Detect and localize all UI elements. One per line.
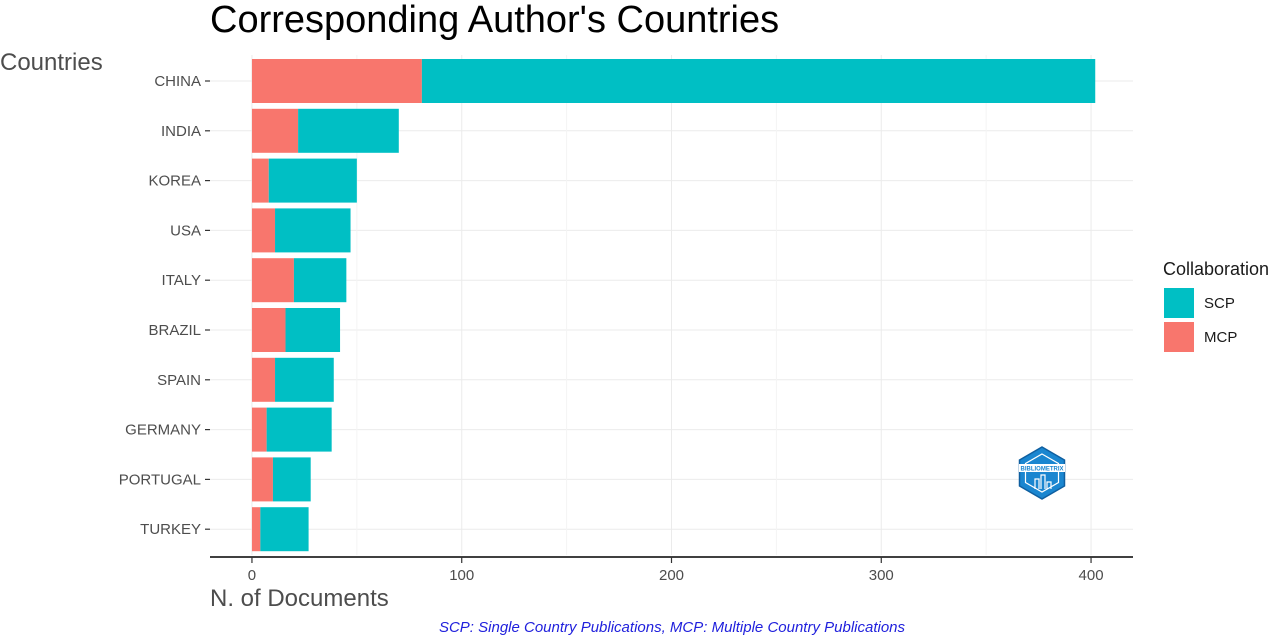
legend-title: Collaboration: [1163, 259, 1269, 279]
y-tick-label: ITALY: [162, 272, 201, 289]
bar-scp-germany: [266, 407, 332, 452]
bar-scp-usa: [275, 208, 351, 253]
bar-scp-brazil: [285, 308, 341, 352]
bar-scp-china: [421, 59, 1096, 103]
y-tick-label: SPAIN: [157, 372, 201, 389]
x-tick-label: 100: [449, 567, 474, 584]
y-tick-label: INDIA: [161, 123, 201, 140]
bar-scp-portugal: [272, 457, 311, 502]
y-axis-label: Countries: [0, 49, 103, 76]
logo-inner-hexagon: [1024, 453, 1060, 493]
logo-text: BIBLIOMETRIX: [1021, 467, 1064, 473]
legend: Collaboration SCP MCP: [1163, 259, 1269, 352]
x-tick-label: 300: [869, 567, 894, 584]
legend-swatch-mcp: [1164, 322, 1194, 352]
y-tick-label: KOREA: [148, 173, 201, 190]
bar-mcp-china: [251, 59, 422, 103]
legend-swatch-scp: [1164, 288, 1194, 318]
bar-mcp-usa: [251, 208, 276, 253]
bar-mcp-india: [251, 108, 299, 153]
bar-mcp-italy: [251, 258, 294, 303]
chart-title: Corresponding Author's Countries: [210, 0, 779, 41]
logo-bars: [1034, 474, 1052, 489]
bar-scp-turkey: [260, 507, 309, 552]
legend-label-mcp: MCP: [1204, 329, 1237, 346]
y-tick-label: USA: [170, 222, 201, 239]
caption: SCP: Single Country Publications, MCP: M…: [439, 619, 906, 636]
bar-mcp-korea: [251, 158, 269, 203]
y-tick-label: TURKEY: [140, 521, 201, 538]
bar-mcp-germany: [251, 407, 267, 452]
y-tick-label: PORTUGAL: [119, 471, 201, 488]
x-tick-label: 400: [1079, 567, 1104, 584]
bar-mcp-portugal: [251, 457, 273, 502]
ticks: CHINA INDIA KOREA USA ITALY BRAZIL SPAIN GERMAN…: [119, 73, 1104, 584]
bibliometrix-logo: BIBLIOMETRIX: [1018, 446, 1066, 500]
bar-mcp-brazil: [251, 308, 286, 352]
y-tick-label: GERMANY: [125, 422, 201, 439]
logo-hexagon: [1018, 446, 1066, 500]
bar-scp-korea: [268, 158, 357, 203]
logo-banner: [1019, 464, 1065, 472]
bars: [251, 59, 1096, 552]
x-tick-label: 200: [659, 567, 684, 584]
x-axis-label: N. of Documents: [210, 585, 389, 612]
x-tick-label: 0: [248, 567, 256, 584]
bar-scp-india: [298, 108, 399, 153]
bar-scp-spain: [275, 357, 334, 402]
y-tick-label: CHINA: [154, 73, 201, 90]
bar-mcp-spain: [251, 357, 276, 402]
legend-label-scp: SCP: [1204, 295, 1235, 312]
bar-mcp-turkey: [251, 507, 261, 552]
y-tick-label: BRAZIL: [148, 322, 201, 339]
bar-scp-italy: [293, 258, 347, 303]
